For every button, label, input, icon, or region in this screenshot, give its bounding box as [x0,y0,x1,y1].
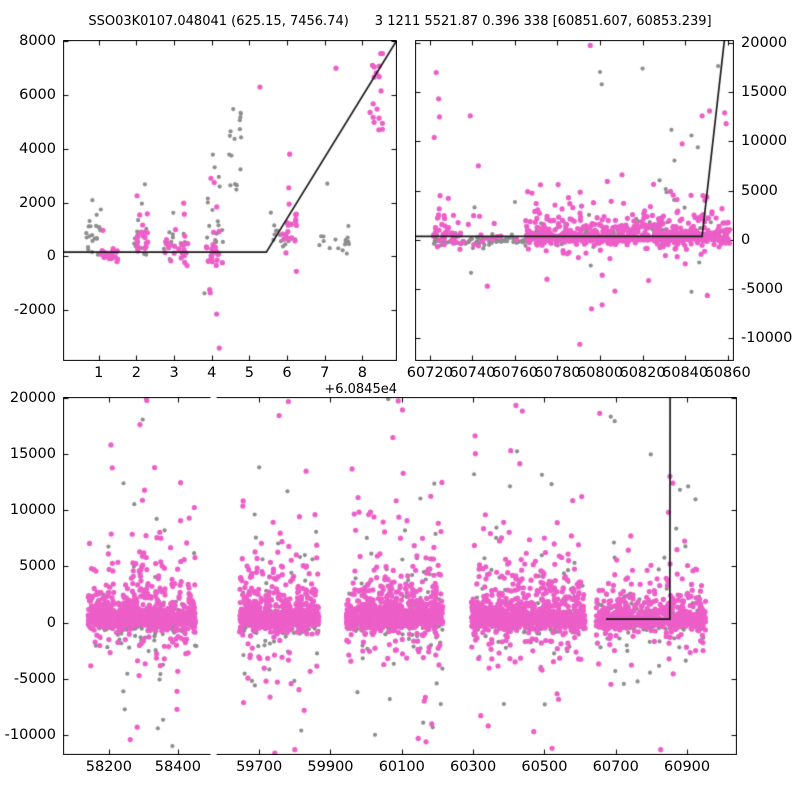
bottom-x-tick-label: 60900 [663,759,711,775]
top_left-y-tick-label: 0 [46,248,56,265]
bottom-y-tick-label: 0 [46,614,56,631]
top_left-y-tick-label: 6000 [19,87,56,104]
bottom-y-tick-label: 20000 [9,389,56,406]
top_right-y-tick-label: 0 [741,231,751,248]
top_left-x-tick-label: 8 [357,365,367,381]
top_left-y-tick-label: 8000 [19,33,56,50]
plot-top-left-canvas [63,40,397,361]
top_left-x-tick-label: 5 [244,365,255,381]
top_right-x-tick-label: 60800 [576,365,624,381]
bottom-x-tick-label: 58400 [154,759,201,775]
bottom-y-tick-label: -5000 [13,670,56,687]
top_right-y-tick-label: 10000 [741,133,788,150]
figure-title-right: 3 1211 5521.87 0.396 338 [60851.607, 608… [374,14,712,29]
bottom-x-tick-label: 59700 [236,759,283,775]
bottom-y-tick-label: 5000 [19,558,56,575]
top_right-x-tick-label: 60720 [406,365,453,381]
plot-bottom-canvas [63,397,737,755]
top_left-y-tick-label: 2000 [19,194,56,211]
top_right-x-tick-label: 60860 [704,365,751,381]
bottom-y-tick-label: 15000 [9,445,56,462]
figure-title-left: SSO03K0107.048041 (625.15, 7456.74) [88,14,349,29]
top_right-x-tick-label: 60780 [534,365,581,381]
top_right-y-tick-label: -5000 [741,281,784,298]
top_right-y-tick-label: -10000 [741,330,793,347]
top_left-axis-offset-label: +6.0845e4 [324,382,397,397]
top_right-y-tick-label: 15000 [741,84,788,101]
bottom-x-tick-label: 58200 [85,759,132,775]
bottom-x-tick-label: 59900 [307,759,354,775]
top_right-x-tick-label: 60740 [449,365,496,381]
top_left-y-tick-label: -2000 [13,301,56,318]
bottom-x-tick-label: 60100 [378,759,425,775]
plot-top-right-canvas [415,40,734,361]
top_right-x-tick-label: 60820 [619,365,666,381]
top_left-x-tick-label: 1 [94,365,104,381]
top_right-y-tick-label: 20000 [741,34,788,51]
top_left-y-tick-label: 4000 [19,140,56,157]
top_left-x-tick-label: 2 [131,365,142,381]
top_left-x-tick-label: 6 [282,365,292,381]
bottom-x-tick-label: 60500 [521,759,568,775]
top_left-x-tick-label: 4 [207,365,217,381]
top_right-x-tick-label: 60840 [662,365,709,381]
bottom-x-tick-label: 60700 [592,759,639,775]
top_right-y-tick-label: 5000 [741,182,778,199]
top_left-x-tick-label: 3 [169,365,179,381]
bottom-x-tick-label: 60300 [450,759,497,775]
bottom-y-tick-label: 10000 [9,502,56,519]
top_left-x-tick-label: 7 [320,365,330,381]
figure-title: SSO03K0107.048041 (625.15, 7456.74) 3 12… [0,14,800,29]
top_right-x-tick-label: 60760 [491,365,539,381]
bottom-y-tick-label: -10000 [4,727,56,744]
